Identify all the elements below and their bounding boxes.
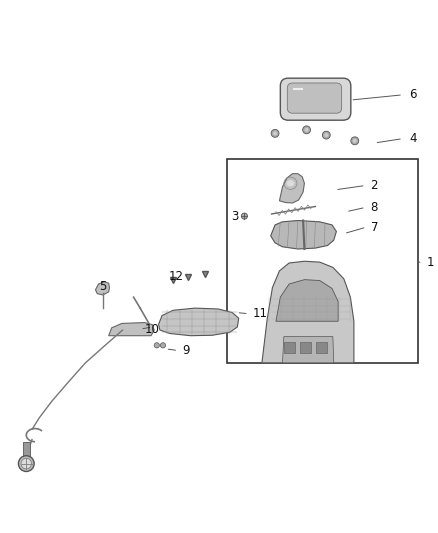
Circle shape (322, 131, 330, 139)
Bar (300, 342, 311, 353)
Text: 7: 7 (371, 221, 378, 233)
Text: 6: 6 (409, 88, 416, 101)
Text: 12: 12 (169, 270, 184, 282)
Circle shape (304, 128, 308, 132)
Circle shape (154, 343, 159, 348)
Circle shape (351, 137, 359, 145)
Polygon shape (276, 280, 338, 321)
Ellipse shape (286, 180, 294, 187)
Circle shape (273, 131, 277, 135)
Bar (23, 442, 30, 456)
Polygon shape (109, 322, 154, 336)
Text: 9: 9 (183, 344, 190, 357)
Circle shape (324, 133, 328, 137)
Text: 1: 1 (427, 256, 434, 269)
Circle shape (21, 458, 32, 469)
Circle shape (353, 139, 357, 143)
Text: 11: 11 (253, 308, 268, 320)
Circle shape (18, 456, 34, 472)
Bar (284, 342, 295, 353)
Text: 2: 2 (370, 179, 378, 192)
Polygon shape (262, 261, 354, 363)
Polygon shape (271, 221, 336, 249)
Polygon shape (159, 308, 239, 336)
Text: 5: 5 (99, 280, 106, 293)
Text: 8: 8 (370, 201, 378, 214)
Polygon shape (95, 282, 110, 295)
FancyBboxPatch shape (280, 78, 351, 120)
Circle shape (160, 343, 166, 348)
Text: 3: 3 (231, 209, 239, 223)
Text: 10: 10 (145, 322, 159, 336)
Circle shape (303, 126, 311, 134)
Circle shape (271, 130, 279, 138)
Bar (316, 342, 327, 353)
Circle shape (241, 213, 247, 219)
Polygon shape (279, 174, 304, 203)
Polygon shape (283, 336, 334, 363)
Text: 4: 4 (409, 132, 417, 145)
FancyBboxPatch shape (287, 83, 342, 113)
